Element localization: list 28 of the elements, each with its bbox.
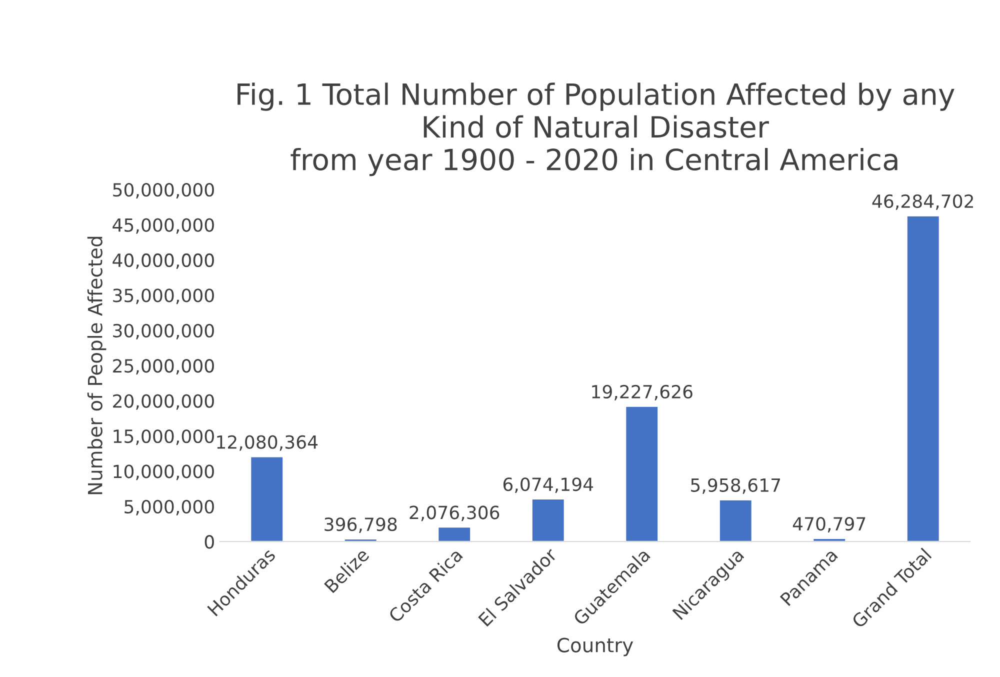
y-tick-label: 20,000,000 xyxy=(113,394,214,410)
data-label: 6,074,194 xyxy=(503,478,594,494)
data-label: 2,076,306 xyxy=(410,506,500,522)
y-tick-label: 40,000,000 xyxy=(112,253,214,269)
y-tick-label: 45,000,000 xyxy=(112,218,214,234)
y-tick-label: 5,000,000 xyxy=(124,500,214,516)
bar xyxy=(906,215,940,542)
chart-title: Fig. 1 Total Number of Population Affected by any Kind of Natural Disaster from year 1900 - 2020 in Central America xyxy=(238,82,954,176)
data-label: 12,080,364 xyxy=(217,435,318,451)
x-axis-title: Country xyxy=(557,638,634,656)
y-tick-label: 25,000,000 xyxy=(113,359,214,375)
data-label: 19,227,626 xyxy=(592,384,692,400)
y-tick-label: 15,000,000 xyxy=(114,429,214,445)
bar xyxy=(250,456,284,542)
data-label: 46,284,702 xyxy=(872,194,974,210)
y-tick-label: 35,000,000 xyxy=(113,288,214,304)
data-label: 5,958,617 xyxy=(691,478,780,494)
y-tick-label: 0 xyxy=(204,535,214,549)
bar xyxy=(531,498,566,542)
y-tick-label: 30,000,000 xyxy=(113,324,214,340)
y-axis-title: Number of People Affected xyxy=(87,236,106,494)
y-tick-label: 10,000,000 xyxy=(114,464,214,480)
bar xyxy=(718,498,753,542)
y-tick-label: 50,000,000 xyxy=(113,183,214,199)
bar xyxy=(624,406,659,542)
data-label: 470,797 xyxy=(792,516,866,532)
bar xyxy=(437,526,472,542)
data-label: 396,798 xyxy=(324,517,397,533)
